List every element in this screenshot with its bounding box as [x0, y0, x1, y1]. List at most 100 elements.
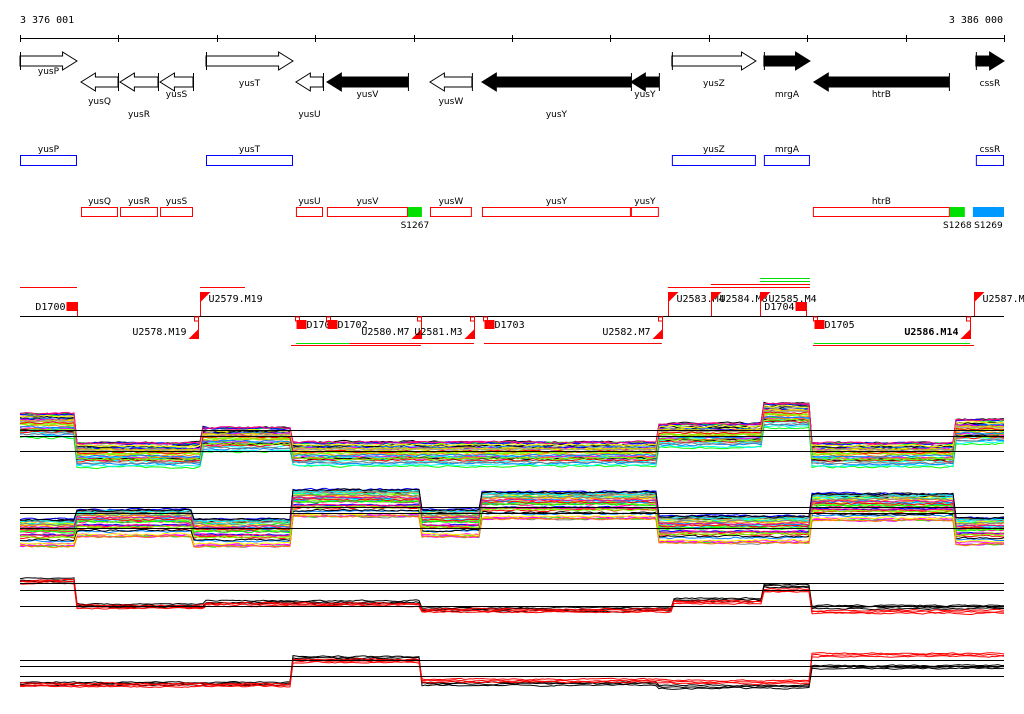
- promoter-flag-icon: [960, 329, 971, 339]
- expression-series-line: [19, 493, 1005, 527]
- expression-series-line: [19, 413, 1005, 456]
- transcript-label: yusW: [439, 197, 464, 207]
- gene-yusY[interactable]: yusY: [629, 72, 660, 100]
- expression-series-line: [19, 508, 1005, 542]
- transcript-box: [429, 207, 472, 217]
- gene-yusV[interactable]: yusV: [325, 72, 409, 100]
- expression-series-line: [19, 418, 1005, 462]
- gene-arrow-icon: [80, 72, 119, 92]
- transcript-box: [630, 207, 659, 217]
- gene-arrow-icon: [671, 51, 757, 71]
- gene-cssR[interactable]: cssR: [975, 51, 1005, 89]
- element-D1703[interactable]: D1703: [483, 316, 525, 331]
- element-marker: [417, 316, 422, 322]
- transcript-box: [81, 207, 119, 217]
- expression-series-line: [19, 487, 1005, 521]
- element-U2587.M[interactable]: U2587.M: [974, 292, 1024, 316]
- gene-label: yusP: [38, 67, 60, 77]
- gene-label: htrB: [872, 90, 891, 100]
- promoter-flag-icon: [668, 292, 679, 302]
- site-box: [972, 207, 1004, 217]
- transcript-box: [20, 155, 77, 166]
- element-label: U2586.M14: [904, 327, 958, 338]
- gene-label: yusU: [298, 110, 320, 120]
- transcript-label: yusY: [546, 197, 568, 207]
- terminator-box-icon: [327, 320, 338, 329]
- element-label: U2585.M4: [769, 294, 817, 305]
- terminator-box-icon: [814, 320, 825, 329]
- transcript-label: yusS: [166, 197, 188, 207]
- gene-arrow-icon: [325, 72, 409, 92]
- element-U2579.M19[interactable]: U2579.M19: [200, 292, 263, 316]
- expression-series-line: [19, 505, 1005, 540]
- gene-track: yusP yusQ yusR yusS yusT yusU yusV yusW yusY yusY…: [19, 51, 1005, 120]
- gene-yusP[interactable]: yusP: [19, 51, 78, 77]
- gene-yusQ[interactable]: yusQ: [80, 72, 120, 107]
- transcripts-blue-track: yusP yusT yusZ mrgA cssR: [20, 145, 1005, 166]
- transcript-box: [812, 207, 950, 217]
- gene-mrgA[interactable]: mrgA: [763, 51, 811, 100]
- promoter-flag-icon: [652, 329, 663, 339]
- transcript-label: yusQ: [88, 197, 111, 207]
- expression-series-line: [19, 402, 1005, 446]
- transcript-label: cssR: [980, 145, 1001, 155]
- element-D1701[interactable]: D1701: [295, 316, 337, 331]
- gene-yusR[interactable]: yusR: [119, 72, 159, 120]
- element-U2580.M7[interactable]: U2580.M7: [361, 316, 422, 339]
- element-U2586.M14[interactable]: U2586.M14: [904, 316, 971, 339]
- gene-label: cssR: [980, 79, 1001, 89]
- element-D1705[interactable]: D1705: [813, 316, 855, 331]
- transcript-box: [119, 207, 158, 217]
- expression-series-line: [19, 582, 1005, 616]
- element-U2583.M4[interactable]: U2583.M4: [668, 292, 725, 316]
- element-U2585.M4[interactable]: U2585.M4: [760, 292, 817, 316]
- element-label: U2581.M3: [414, 327, 462, 338]
- transcript-label: yusR: [128, 197, 150, 207]
- expression-series-line: [19, 422, 1005, 465]
- element-U2578.M19[interactable]: U2578.M19: [132, 316, 199, 339]
- expression-series-line: [19, 653, 1005, 687]
- gene-yusU[interactable]: yusU: [294, 72, 325, 120]
- element-D1700[interactable]: D1700: [35, 302, 78, 316]
- element-D1704[interactable]: D1704: [764, 302, 807, 316]
- expression-track-2: [19, 487, 1005, 549]
- gene-label: yusZ: [703, 79, 725, 89]
- element-label: D1704: [764, 302, 794, 313]
- gene-arrow-icon: [205, 51, 294, 71]
- gene-yusS[interactable]: yusS: [159, 72, 195, 100]
- transcript-box: [671, 155, 756, 166]
- gene-arrow-icon: [480, 72, 632, 92]
- element-label: U2579.M19: [209, 294, 263, 305]
- expression-series-line: [19, 512, 1005, 546]
- transcript-label: yusT: [239, 145, 261, 155]
- transcript-box: [326, 207, 408, 217]
- site-label: S1267: [401, 221, 430, 231]
- gene-label: mrgA: [775, 90, 800, 100]
- element-U2581.M3[interactable]: U2581.M3: [414, 316, 475, 339]
- site-box: [407, 207, 422, 217]
- gene-yusT[interactable]: yusT: [205, 51, 294, 89]
- expression-series-line: [19, 495, 1005, 529]
- gene-yusZ[interactable]: yusZ: [671, 51, 757, 89]
- element-U2584.M8[interactable]: U2584.M8: [711, 292, 768, 316]
- gene-arrow-icon: [119, 72, 159, 92]
- axis-start-label: 3 376 001: [20, 15, 74, 26]
- expression-series-line: [19, 652, 1005, 686]
- transcript-label: yusU: [298, 197, 320, 207]
- transcript-box: [295, 207, 324, 217]
- expression-series-line: [19, 580, 1005, 614]
- expression-series-line: [19, 578, 1005, 612]
- gene-htrB[interactable]: htrB: [812, 72, 950, 100]
- gene-yusW[interactable]: yusW: [429, 72, 473, 107]
- gene-yusY[interactable]: yusY: [480, 72, 632, 120]
- expression-series-line: [20, 414, 1004, 458]
- expression-series-line: [19, 415, 1005, 458]
- element-U2582.M7[interactable]: U2582.M7: [602, 316, 663, 339]
- site-label: S1268: [943, 221, 972, 231]
- gene-arrow-icon: [159, 72, 194, 92]
- element-D1702[interactable]: D1702: [326, 316, 368, 331]
- gene-label: yusV: [356, 90, 379, 100]
- element-label: U2582.M7: [602, 327, 650, 338]
